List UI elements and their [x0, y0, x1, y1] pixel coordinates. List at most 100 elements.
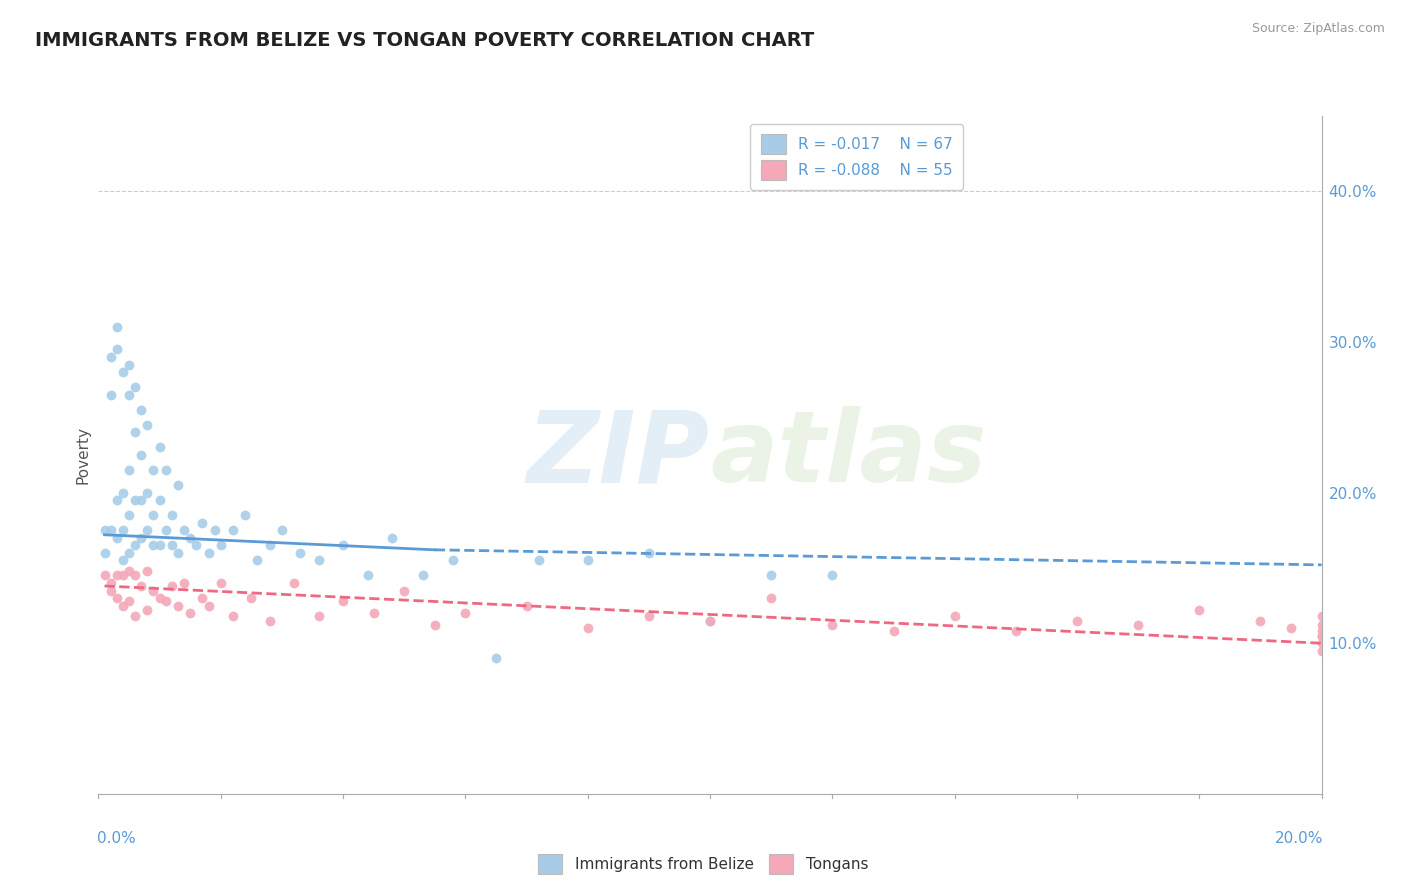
Point	[197, 599, 219, 613]
Point	[105, 568, 128, 582]
Point	[149, 441, 172, 455]
Point	[118, 594, 141, 608]
Y-axis label: Poverty: Poverty	[75, 425, 90, 484]
Point	[124, 568, 146, 582]
Point	[111, 553, 134, 567]
Point	[516, 599, 538, 613]
Point	[821, 618, 844, 632]
Point	[576, 553, 599, 567]
Point	[179, 531, 201, 545]
Point	[105, 531, 128, 545]
Point	[441, 553, 464, 567]
Point	[105, 319, 128, 334]
Legend: Immigrants from Belize, Tongans: Immigrants from Belize, Tongans	[531, 848, 875, 880]
Point	[100, 523, 122, 537]
Point	[111, 568, 134, 582]
Point	[93, 568, 115, 582]
Point	[105, 493, 128, 508]
Point	[129, 531, 152, 545]
Text: atlas: atlas	[710, 407, 987, 503]
Text: IMMIGRANTS FROM BELIZE VS TONGAN POVERTY CORRELATION CHART: IMMIGRANTS FROM BELIZE VS TONGAN POVERTY…	[35, 31, 814, 50]
Point	[204, 523, 226, 537]
Point	[308, 609, 330, 624]
Point	[118, 564, 141, 578]
Point	[246, 553, 269, 567]
Point	[100, 387, 122, 401]
Point	[136, 485, 159, 500]
Point	[142, 583, 165, 598]
Point	[637, 609, 661, 624]
Point	[124, 609, 146, 624]
Point	[160, 508, 183, 523]
Point	[149, 493, 172, 508]
Point	[283, 576, 305, 591]
Point	[1279, 621, 1302, 635]
Point	[943, 609, 966, 624]
Point	[209, 538, 232, 552]
Point	[423, 618, 446, 632]
Point	[118, 508, 141, 523]
Point	[576, 621, 599, 635]
Point	[118, 463, 141, 477]
Point	[1310, 609, 1333, 624]
Point	[118, 546, 141, 560]
Point	[142, 508, 165, 523]
Point	[1128, 618, 1150, 632]
Text: ZIP: ZIP	[527, 407, 710, 503]
Point	[259, 538, 281, 552]
Point	[363, 606, 385, 620]
Point	[222, 523, 245, 537]
Point	[1310, 636, 1333, 650]
Text: Source: ZipAtlas.com: Source: ZipAtlas.com	[1251, 22, 1385, 36]
Point	[637, 546, 661, 560]
Point	[167, 599, 190, 613]
Point	[105, 343, 128, 357]
Point	[222, 609, 245, 624]
Point	[209, 576, 232, 591]
Point	[100, 583, 122, 598]
Point	[759, 591, 782, 605]
Point	[93, 523, 115, 537]
Point	[186, 538, 208, 552]
Point	[100, 350, 122, 364]
Point	[111, 523, 134, 537]
Point	[1004, 624, 1026, 639]
Point	[136, 523, 159, 537]
Point	[883, 624, 905, 639]
Point	[233, 508, 256, 523]
Point	[699, 614, 721, 628]
Point	[332, 594, 354, 608]
Point	[308, 553, 330, 567]
Text: 20.0%: 20.0%	[1274, 831, 1323, 847]
Point	[118, 358, 141, 372]
Point	[111, 485, 134, 500]
Point	[118, 387, 141, 401]
Point	[240, 591, 263, 605]
Point	[1310, 624, 1333, 639]
Point	[136, 417, 159, 432]
Point	[124, 380, 146, 394]
Point	[197, 546, 219, 560]
Point	[129, 579, 152, 593]
Point	[167, 478, 190, 492]
Point	[1310, 629, 1333, 643]
Point	[527, 553, 550, 567]
Point	[124, 493, 146, 508]
Point	[136, 603, 159, 617]
Point	[160, 579, 183, 593]
Text: 0.0%: 0.0%	[97, 831, 136, 847]
Point	[356, 568, 378, 582]
Point	[142, 538, 165, 552]
Point	[160, 538, 183, 552]
Point	[136, 564, 159, 578]
Point	[155, 463, 177, 477]
Point	[1310, 618, 1333, 632]
Point	[142, 463, 165, 477]
Point	[191, 516, 214, 530]
Point	[392, 583, 416, 598]
Point	[485, 651, 508, 665]
Legend: R = -0.017    N = 67, R = -0.088    N = 55: R = -0.017 N = 67, R = -0.088 N = 55	[751, 124, 963, 190]
Point	[111, 365, 134, 379]
Point	[1310, 629, 1333, 643]
Point	[129, 448, 152, 462]
